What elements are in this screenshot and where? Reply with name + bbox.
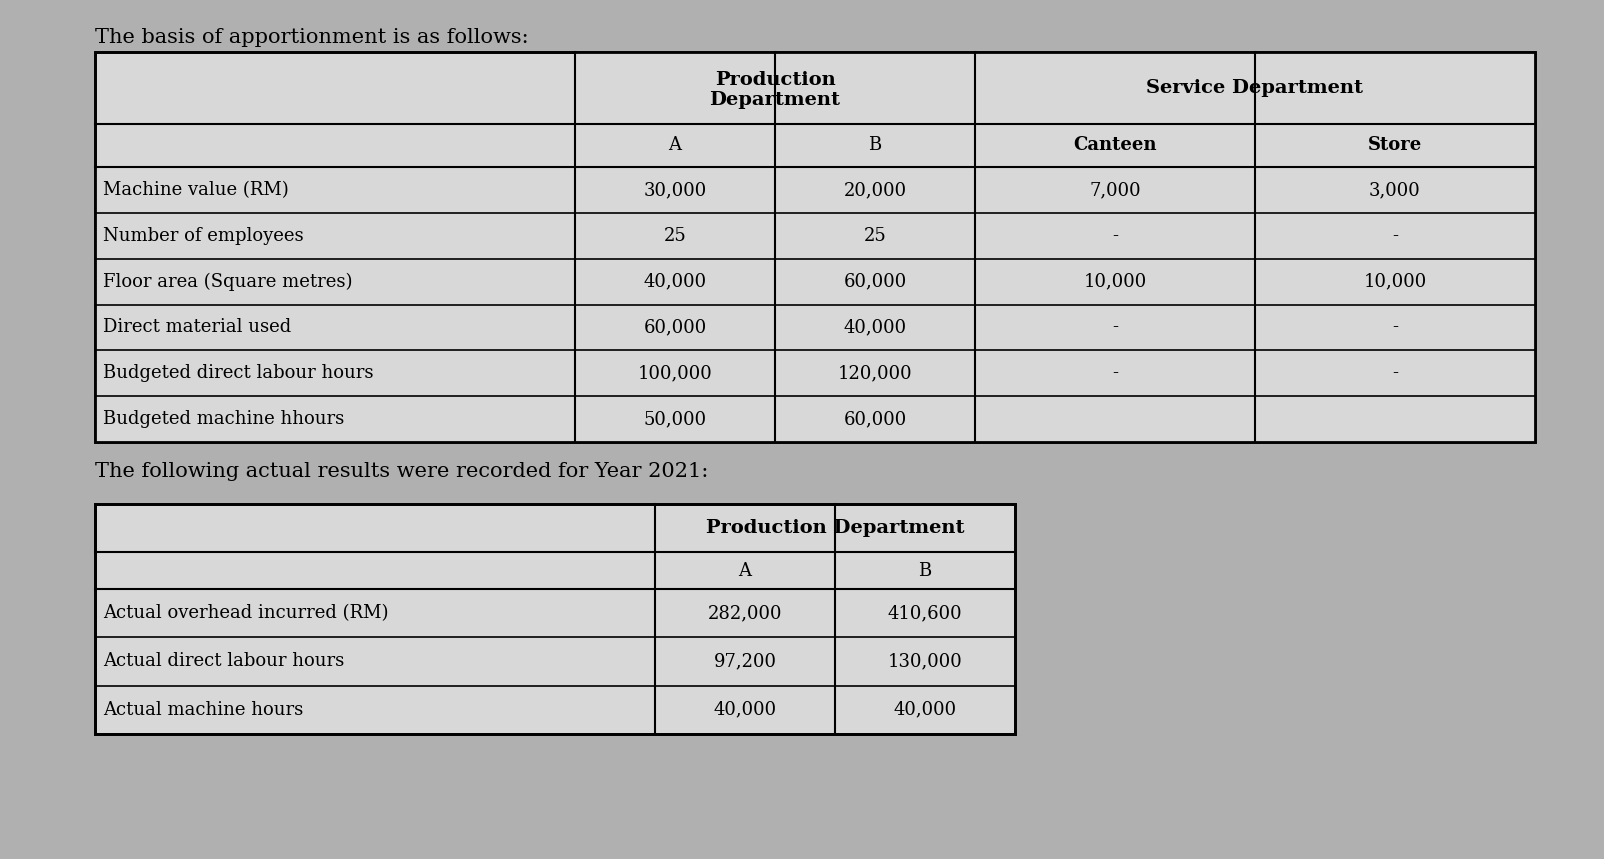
Text: -: - — [1392, 319, 1399, 337]
Text: Canteen: Canteen — [1073, 137, 1156, 155]
Text: Store: Store — [1368, 137, 1423, 155]
Text: 7,000: 7,000 — [1089, 181, 1140, 199]
Text: 40,000: 40,000 — [893, 701, 956, 719]
Text: 10,000: 10,000 — [1083, 272, 1147, 290]
Text: -: - — [1112, 364, 1118, 382]
Text: Budgeted machine hhours: Budgeted machine hhours — [103, 410, 345, 428]
Text: 40,000: 40,000 — [714, 701, 776, 719]
Text: -: - — [1112, 319, 1118, 337]
Bar — [95, 52, 1535, 442]
Text: 60,000: 60,000 — [844, 272, 906, 290]
Text: B: B — [919, 562, 932, 580]
Text: Service Department: Service Department — [1147, 79, 1363, 97]
Bar — [95, 52, 1535, 442]
Text: Actual direct labour hours: Actual direct labour hours — [103, 653, 345, 671]
Text: 40,000: 40,000 — [643, 272, 707, 290]
Text: 3,000: 3,000 — [1370, 181, 1421, 199]
Bar — [95, 167, 1535, 213]
Text: 60,000: 60,000 — [844, 410, 906, 428]
Text: -: - — [1392, 364, 1399, 382]
Text: 282,000: 282,000 — [707, 604, 783, 622]
Bar — [95, 259, 1535, 304]
Text: 130,000: 130,000 — [887, 653, 962, 671]
Bar — [95, 213, 1535, 259]
Text: 25: 25 — [664, 227, 687, 245]
Text: Actual machine hours: Actual machine hours — [103, 701, 303, 719]
Bar — [95, 504, 1015, 734]
Bar — [95, 350, 1535, 396]
Text: Production: Production — [715, 71, 836, 89]
Text: 120,000: 120,000 — [837, 364, 913, 382]
Text: 10,000: 10,000 — [1363, 272, 1426, 290]
Text: The basis of apportionment is as follows:: The basis of apportionment is as follows… — [95, 28, 529, 47]
Text: 97,200: 97,200 — [714, 653, 776, 671]
Text: A: A — [669, 137, 682, 155]
Text: 40,000: 40,000 — [844, 319, 906, 337]
Text: -: - — [1392, 227, 1399, 245]
Bar — [95, 504, 1015, 734]
Text: Department: Department — [709, 91, 840, 109]
Text: B: B — [868, 137, 882, 155]
Text: 410,600: 410,600 — [887, 604, 962, 622]
Bar — [574, 52, 1535, 167]
Text: Machine value (RM): Machine value (RM) — [103, 181, 289, 199]
Text: Production Department: Production Department — [706, 519, 964, 537]
Text: 30,000: 30,000 — [643, 181, 707, 199]
Text: A: A — [738, 562, 752, 580]
Bar — [95, 396, 1535, 442]
Bar — [95, 304, 1535, 350]
Text: The following actual results were recorded for Year 2021:: The following actual results were record… — [95, 462, 709, 481]
Text: 20,000: 20,000 — [844, 181, 906, 199]
Text: Actual overhead incurred (RM): Actual overhead incurred (RM) — [103, 604, 388, 622]
Text: -: - — [1112, 227, 1118, 245]
Text: 60,000: 60,000 — [643, 319, 707, 337]
Text: Floor area (Square metres): Floor area (Square metres) — [103, 272, 353, 290]
Text: Direct material used: Direct material used — [103, 319, 292, 337]
Text: 25: 25 — [863, 227, 887, 245]
Text: Budgeted direct labour hours: Budgeted direct labour hours — [103, 364, 374, 382]
Text: 100,000: 100,000 — [638, 364, 712, 382]
Text: Number of employees: Number of employees — [103, 227, 303, 245]
Text: 50,000: 50,000 — [643, 410, 707, 428]
